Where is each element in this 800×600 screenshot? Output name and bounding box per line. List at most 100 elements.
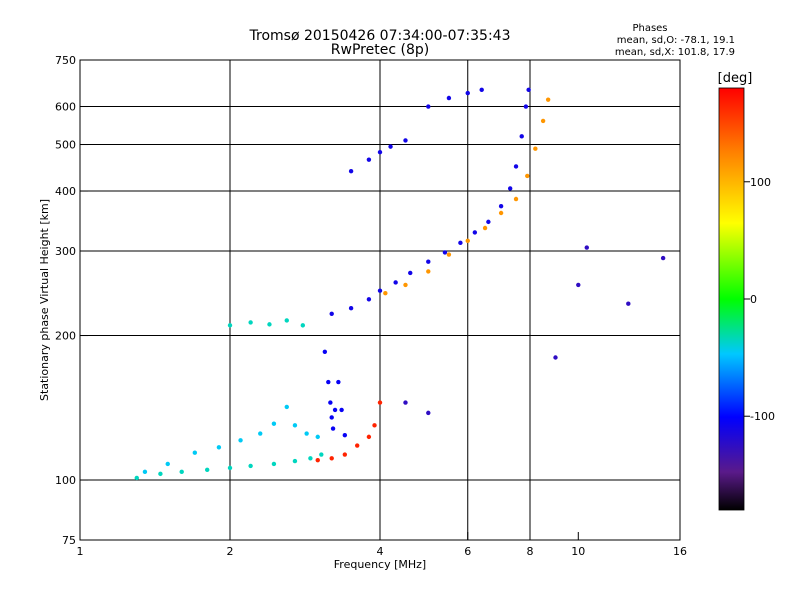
data-point (472, 230, 478, 235)
data-point (248, 320, 253, 325)
data-point (322, 349, 328, 354)
data-point (393, 280, 398, 285)
data-point (366, 434, 372, 440)
data-point (465, 90, 470, 96)
data-point (403, 138, 408, 143)
phases-heading: Phases (632, 23, 667, 34)
data-point (179, 469, 184, 475)
data-point (426, 269, 431, 274)
x-tick-label: 2 (227, 545, 234, 558)
x-tick-label: 10 (571, 545, 585, 558)
data-point (498, 203, 504, 209)
colorbar-ticks: -100 0 100 (744, 176, 775, 423)
data-point (348, 168, 354, 174)
data-point (339, 407, 344, 413)
y-axis-label: Stationary phase Virtual Height [km] (38, 199, 51, 401)
data-point (204, 467, 210, 473)
data-point (238, 438, 243, 443)
x-tick-label: 1 (77, 545, 84, 558)
data-point (403, 400, 408, 405)
y-tick-label: 600 (55, 101, 76, 114)
data-point (292, 458, 298, 464)
phase-stats-x: mean, sd,X: 101.8, 17.9 (615, 47, 735, 58)
data-point (523, 104, 529, 109)
colorbar-tick-label: -100 (750, 410, 775, 423)
y-tick-label: 75 (62, 534, 76, 547)
data-point (271, 461, 277, 467)
data-point (308, 456, 313, 461)
data-point (426, 259, 431, 264)
data-point (526, 87, 531, 93)
data-point (553, 355, 558, 360)
x-tick-label: 8 (527, 545, 534, 558)
data-point (525, 173, 530, 179)
data-point (330, 426, 336, 431)
phase-stats-o: mean, sd,O: -78.1, 19.1 (617, 35, 735, 46)
data-point (519, 134, 524, 139)
data-point (216, 445, 222, 450)
x-tick-label: 4 (377, 545, 384, 558)
data-point (482, 225, 488, 231)
data-point (426, 104, 431, 109)
data-point (332, 407, 338, 413)
data-point (507, 186, 513, 191)
data-point (271, 421, 277, 426)
data-point (366, 157, 372, 162)
data-point (319, 452, 324, 457)
data-point (479, 87, 484, 93)
data-point (366, 297, 372, 302)
data-point (326, 379, 331, 385)
data-point (158, 471, 163, 477)
data-point (342, 432, 348, 438)
data-point (545, 97, 551, 102)
data-point (284, 318, 289, 323)
scatter-points (134, 87, 666, 481)
data-point (227, 323, 233, 328)
data-point (192, 450, 198, 455)
data-point (329, 456, 334, 461)
data-point (329, 311, 334, 316)
data-point (336, 379, 341, 385)
data-point (388, 144, 393, 149)
data-point (408, 270, 413, 276)
data-point (458, 240, 463, 246)
data-point (626, 301, 631, 306)
grid-layer (80, 60, 680, 540)
data-point (292, 423, 298, 428)
data-point (284, 404, 289, 410)
data-point (533, 146, 538, 151)
data-point (142, 469, 148, 475)
data-point (660, 255, 666, 261)
data-point (513, 196, 519, 202)
data-point (267, 322, 272, 327)
data-point (442, 250, 448, 255)
data-point (403, 282, 408, 288)
colorbar-tick-label: 100 (750, 176, 771, 189)
y-tick-label: 500 (55, 139, 76, 152)
y-tick-label: 300 (55, 245, 76, 258)
data-point (354, 443, 360, 448)
data-point (165, 461, 170, 467)
data-point (383, 291, 388, 296)
data-point (377, 149, 383, 155)
data-point (426, 410, 431, 416)
data-point (315, 434, 320, 440)
data-point (372, 423, 377, 428)
data-point (329, 415, 334, 420)
y-tick-label: 750 (55, 54, 76, 67)
data-point (134, 475, 139, 481)
data-point (248, 463, 253, 469)
chart-subtitle: RwPretec (8p) (331, 42, 429, 58)
data-point (584, 245, 589, 250)
colorbar-tick-label: 0 (750, 293, 757, 306)
data-point (377, 400, 383, 405)
data-point (576, 282, 581, 288)
data-point (258, 431, 263, 436)
chart-title: Tromsø 20150426 07:34:00-07:35:43 (249, 28, 511, 44)
data-point (227, 465, 233, 471)
data-point (513, 164, 519, 169)
data-point (446, 252, 452, 257)
data-point (465, 238, 470, 244)
y-tick-label: 100 (55, 474, 76, 487)
